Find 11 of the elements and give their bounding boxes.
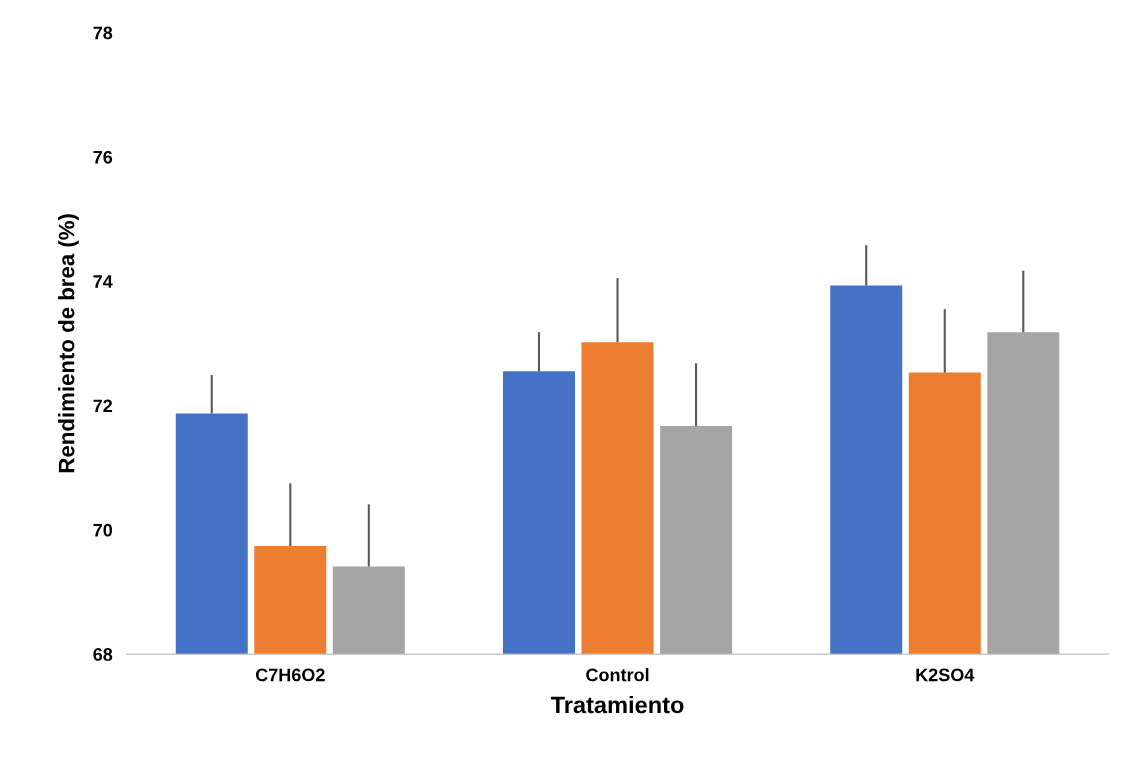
y-tick-label: 72 xyxy=(93,399,113,413)
y-tick-label: 68 xyxy=(93,648,113,661)
y-tick-label: 76 xyxy=(93,150,113,164)
x-tick-label: K2SO4 xyxy=(916,668,975,682)
y-tick-label: 78 xyxy=(93,26,113,40)
y-tick-label: 70 xyxy=(93,523,113,537)
x-tick-label: C7H6O2 xyxy=(255,668,325,682)
x-tick-label: Control xyxy=(586,668,649,682)
x-axis-title: Tratamiento xyxy=(550,695,684,714)
y-axis-title: Rendimiento de brea (%) xyxy=(58,214,79,473)
y-tick-label: 74 xyxy=(93,275,113,288)
